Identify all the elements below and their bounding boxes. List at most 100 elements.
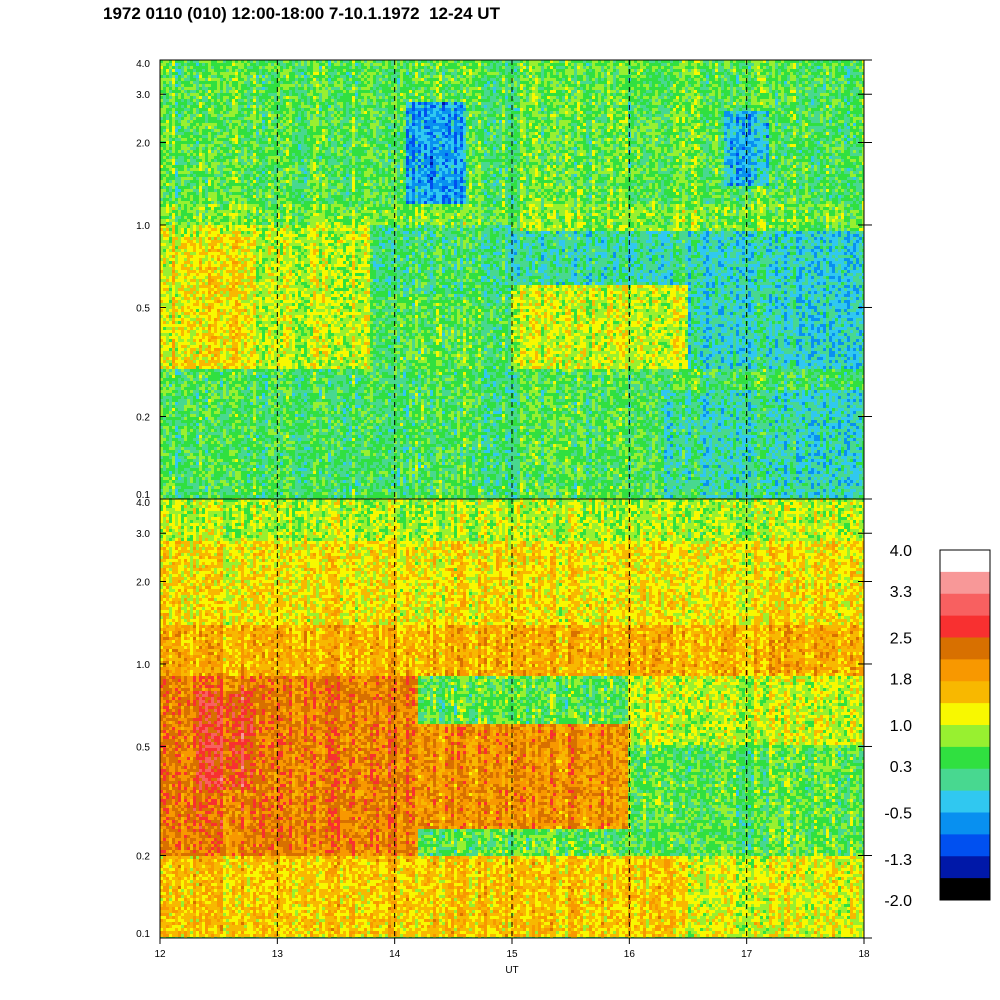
heatmap-cell [187, 324, 190, 327]
heatmap-cell [172, 435, 175, 438]
heatmap-cell [172, 78, 175, 81]
heatmap-cell [205, 219, 208, 222]
heatmap-cell [187, 210, 190, 213]
heatmap-cell [226, 357, 229, 360]
heatmap-cell [214, 456, 217, 459]
heatmap-cell [184, 252, 187, 255]
heatmap-cell [220, 96, 223, 99]
heatmap-cell [187, 69, 190, 72]
heatmap-cell [217, 162, 220, 165]
heatmap-cell [229, 126, 232, 129]
heatmap-cell [196, 243, 199, 246]
heatmap-cell [211, 135, 214, 138]
heatmap-cell [166, 78, 169, 81]
heatmap-cell [178, 75, 181, 78]
heatmap-cell [181, 78, 184, 81]
heatmap-cell [163, 303, 166, 306]
heatmap-cell [178, 333, 181, 336]
heatmap-cell [163, 144, 166, 147]
heatmap-cell [199, 417, 202, 420]
heatmap-cell [244, 477, 247, 480]
heatmap-cell [166, 141, 169, 144]
heatmap-cell [202, 135, 205, 138]
heatmap-cell [250, 174, 253, 177]
heatmap-cell [211, 432, 214, 435]
heatmap-cell [238, 177, 241, 180]
heatmap-cell [220, 381, 223, 384]
heatmap-cell [238, 384, 241, 387]
heatmap-cell [232, 225, 235, 228]
heatmap-cell [169, 474, 172, 477]
heatmap-cell [217, 264, 220, 267]
heatmap-cell [235, 114, 238, 117]
heatmap-cell [232, 300, 235, 303]
heatmap-cell [211, 267, 214, 270]
heatmap-cell [247, 495, 250, 498]
heatmap-cell [193, 315, 196, 318]
heatmap-cell [205, 123, 208, 126]
heatmap-cell [202, 324, 205, 327]
heatmap-cell [205, 189, 208, 192]
heatmap-cell [226, 474, 229, 477]
heatmap-cell [187, 129, 190, 132]
heatmap-cell [229, 354, 232, 357]
heatmap-cell [199, 66, 202, 69]
heatmap-cell [238, 141, 241, 144]
heatmap-cell [253, 429, 256, 432]
heatmap-cell [238, 81, 241, 84]
heatmap-cell [256, 267, 259, 270]
heatmap-cell [238, 453, 241, 456]
heatmap-cell [256, 129, 259, 132]
heatmap-cell [193, 108, 196, 111]
heatmap-cell [181, 348, 184, 351]
heatmap-cell [238, 225, 241, 228]
heatmap-cell [220, 456, 223, 459]
heatmap-cell [193, 489, 196, 492]
heatmap-cell [259, 267, 262, 270]
heatmap-cell [211, 447, 214, 450]
heatmap-cell [172, 426, 175, 429]
heatmap-cell [241, 282, 244, 285]
heatmap-cell [244, 123, 247, 126]
heatmap-cell [166, 291, 169, 294]
heatmap-cell [172, 213, 175, 216]
heatmap-cell [166, 192, 169, 195]
heatmap-cell [223, 402, 226, 405]
heatmap-cell [196, 249, 199, 252]
heatmap-cell [187, 171, 190, 174]
heatmap-cell [187, 396, 190, 399]
heatmap-cell [181, 354, 184, 357]
heatmap-cell [226, 342, 229, 345]
heatmap-cell [223, 408, 226, 411]
heatmap-cell [202, 138, 205, 141]
heatmap-cell [256, 324, 259, 327]
heatmap-cell [172, 396, 175, 399]
heatmap-cell [166, 156, 169, 159]
heatmap-cell [205, 402, 208, 405]
heatmap-cell [214, 216, 217, 219]
heatmap-cell [202, 336, 205, 339]
heatmap-cell [181, 171, 184, 174]
heatmap-cell [235, 87, 238, 90]
heatmap-cell [238, 441, 241, 444]
heatmap-cell [232, 447, 235, 450]
heatmap-cell [202, 321, 205, 324]
heatmap-cell [232, 138, 235, 141]
heatmap-cell [199, 102, 202, 105]
heatmap-cell [217, 381, 220, 384]
heatmap-cell [187, 285, 190, 288]
heatmap-cell [199, 291, 202, 294]
heatmap-cell [175, 264, 178, 267]
heatmap-cell [166, 381, 169, 384]
heatmap-cell [196, 105, 199, 108]
heatmap-cell [241, 102, 244, 105]
heatmap-cell [214, 438, 217, 441]
heatmap-cell [172, 243, 175, 246]
heatmap-cell [214, 429, 217, 432]
heatmap-cell [214, 390, 217, 393]
heatmap-cell [172, 444, 175, 447]
heatmap-cell [181, 459, 184, 462]
heatmap-cell [256, 333, 259, 336]
heatmap-cell [190, 72, 193, 75]
heatmap-cell [214, 486, 217, 489]
